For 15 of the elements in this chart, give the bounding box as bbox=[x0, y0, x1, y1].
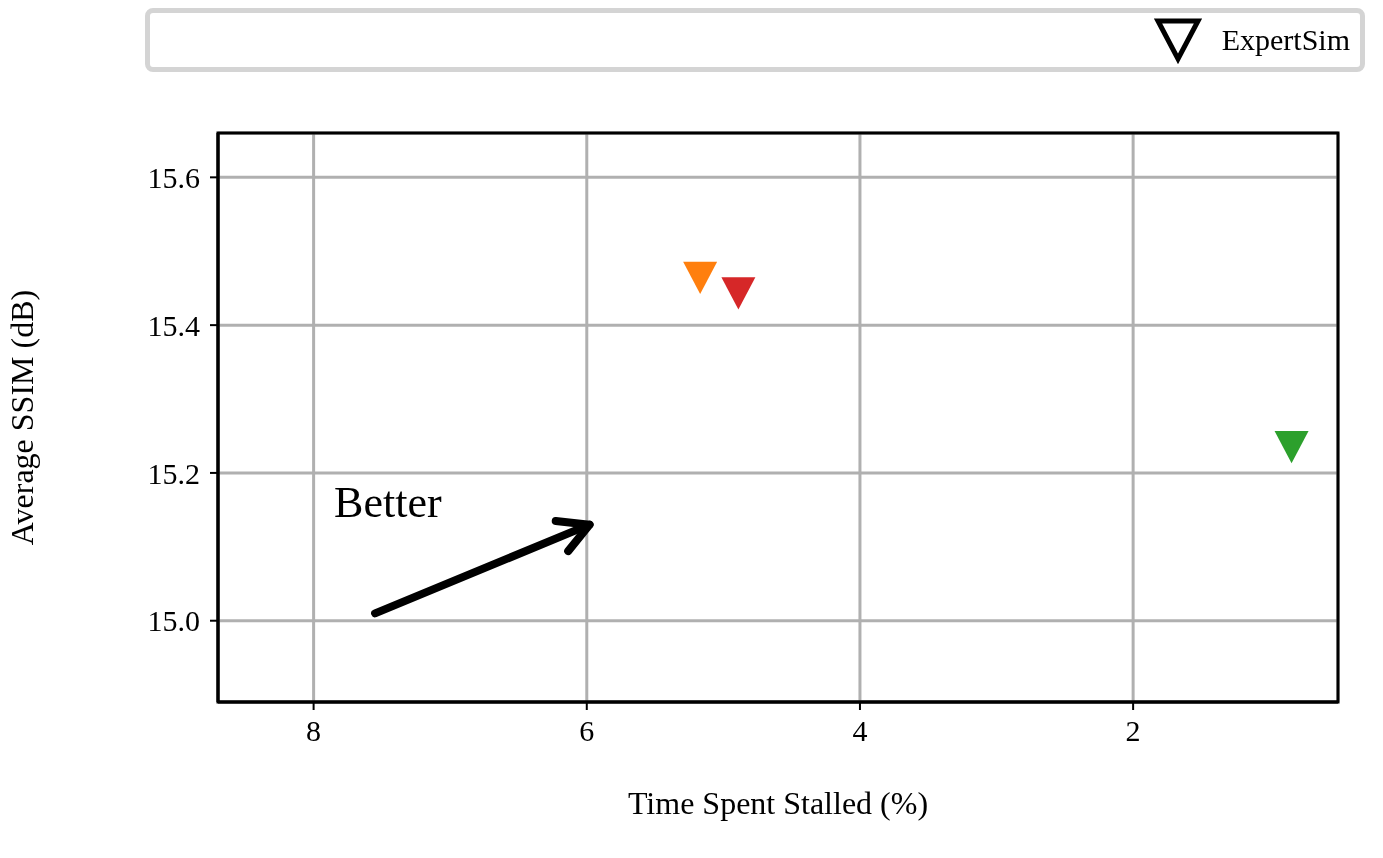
y-axis-title: Average SSIM (dB) bbox=[4, 289, 41, 546]
x-tick-label: 4 bbox=[852, 714, 868, 748]
y-tick-label: 15.2 bbox=[147, 456, 200, 490]
text: ExpertSim bbox=[1221, 23, 1350, 57]
x-axis-title: Time Spent Stalled (%) bbox=[627, 785, 929, 821]
x-tick-label: 8 bbox=[306, 714, 322, 748]
annotation: Better bbox=[334, 478, 442, 528]
point bbox=[721, 277, 756, 310]
x-tick-label: 2 bbox=[1125, 714, 1141, 748]
x-tick-label: 6 bbox=[579, 714, 595, 748]
y-tick-label: 15.6 bbox=[147, 160, 200, 194]
y-tick-label: 15.0 bbox=[147, 604, 200, 638]
y-tick-label: 15.4 bbox=[147, 308, 200, 342]
point bbox=[1274, 430, 1309, 464]
point bbox=[683, 261, 718, 294]
